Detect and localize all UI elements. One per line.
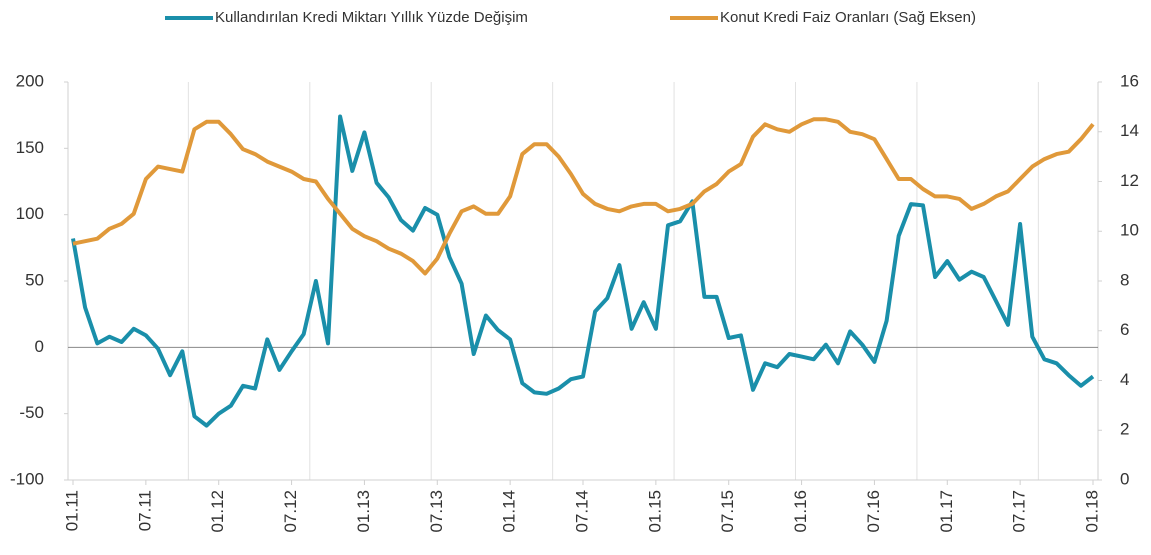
y2-tick-label: 14: [1120, 121, 1139, 140]
x-tick-label: 07.13: [427, 490, 446, 533]
y2-tick-label: 2: [1120, 420, 1129, 439]
y2-tick-label: 0: [1120, 469, 1129, 488]
x-tick-label: 01.12: [208, 490, 227, 533]
x-tick-label: 01.16: [791, 490, 810, 533]
x-tick-label: 01.15: [645, 490, 664, 533]
y2-tick-label: 6: [1120, 320, 1129, 339]
y2-tick-label: 16: [1120, 71, 1139, 90]
x-tick-label: 07.15: [718, 490, 737, 533]
y-tick-label: 100: [16, 204, 44, 223]
x-tick-label: 07.14: [572, 490, 591, 533]
y-tick-label: 0: [35, 337, 44, 356]
x-tick-label: 07.17: [1010, 490, 1029, 533]
y2-tick-label: 4: [1120, 370, 1129, 389]
y2-tick-label: 10: [1120, 221, 1139, 240]
x-tick-label: 01.17: [937, 490, 956, 533]
y2-tick-label: 12: [1120, 171, 1139, 190]
y-tick-label: -100: [10, 469, 44, 488]
series-line: [71, 114, 1095, 428]
y2-tick-label: 8: [1120, 270, 1129, 289]
y-tick-label: 150: [16, 138, 44, 157]
series-line: [72, 117, 1095, 276]
legend-label: Kullandırılan Kredi Miktarı Yıllık Yüzde…: [215, 9, 528, 26]
y-tick-label: -50: [19, 403, 44, 422]
x-tick-label: 01.18: [1082, 490, 1101, 533]
x-tick-label: 01.11: [62, 490, 81, 531]
x-tick-label: 01.13: [354, 490, 373, 533]
x-tick-label: 07.12: [281, 490, 300, 533]
legend-label: Konut Kredi Faiz Oranları (Sağ Eksen): [720, 9, 976, 26]
x-tick-label: 07.11: [135, 490, 154, 531]
x-tick-label: 07.16: [864, 490, 883, 533]
y-tick-label: 200: [16, 71, 44, 90]
y-tick-label: 50: [25, 270, 44, 289]
x-tick-label: 01.14: [500, 490, 519, 533]
